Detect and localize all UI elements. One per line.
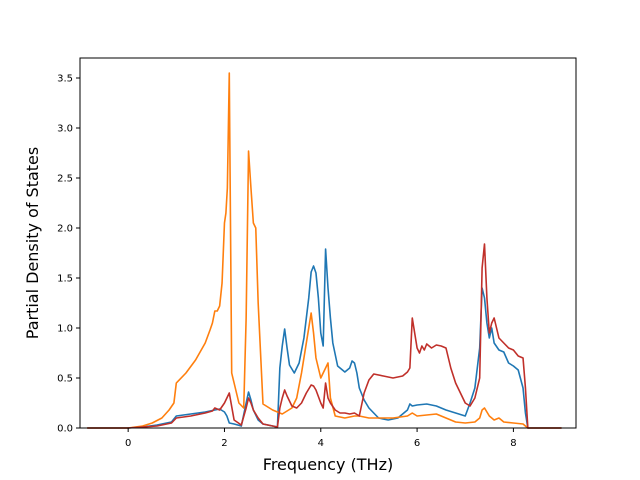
y-tick-label: 3.0: [57, 124, 73, 135]
y-axis: 0.0 0.5 1.0 1.5 2.0 2.5 3.0 3.5: [57, 74, 80, 435]
y-tick-label: 0.5: [57, 374, 73, 385]
series-line-3: [87, 243, 562, 429]
plot-area: [87, 72, 562, 429]
x-axis-label: Frequency (THz): [263, 455, 393, 474]
y-tick-label: 2.0: [57, 224, 73, 235]
y-axis-label: Partial Density of States: [23, 147, 42, 339]
x-tick-label: 0: [125, 438, 131, 449]
y-tick-label: 1.5: [57, 274, 73, 285]
axes-frame: [79, 57, 577, 429]
y-tick-label: 0.0: [57, 424, 73, 435]
x-axis: 0 2 4 6 8: [125, 428, 517, 449]
x-tick-label: 6: [414, 438, 420, 449]
y-tick-label: 3.5: [57, 74, 73, 85]
y-tick-label: 1.0: [57, 324, 73, 335]
series-line-2: [87, 72, 562, 429]
x-tick-label: 2: [221, 438, 227, 449]
x-tick-label: 8: [510, 438, 516, 449]
x-tick-label: 4: [318, 438, 324, 449]
series-line-1: [87, 248, 562, 429]
y-tick-label: 2.5: [57, 174, 73, 185]
